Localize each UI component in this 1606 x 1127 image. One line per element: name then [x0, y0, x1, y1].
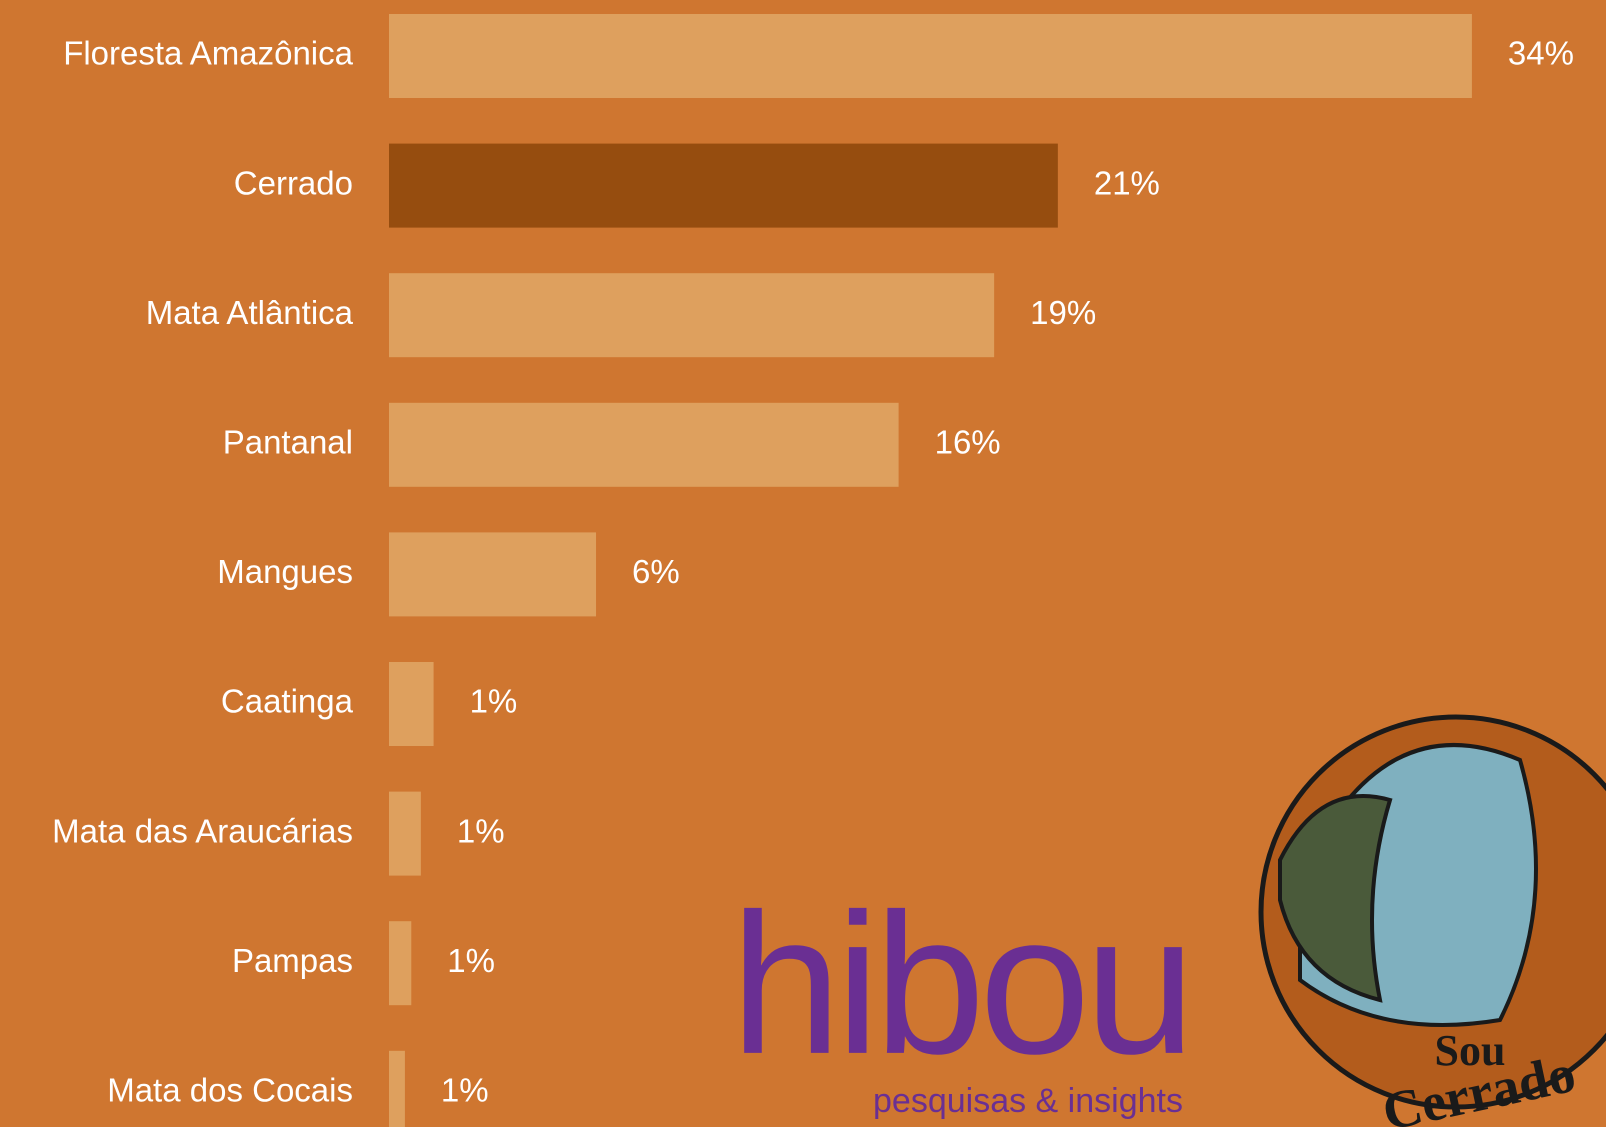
category-label: Pampas [232, 942, 353, 979]
value-label: 16% [935, 424, 1001, 461]
bar [389, 921, 412, 1006]
category-label: Mangues [217, 553, 353, 590]
category-label: Mata Atlântica [146, 294, 354, 331]
bar [389, 1050, 405, 1127]
category-label: Floresta Amazônica [63, 35, 353, 72]
bar [389, 14, 1472, 98]
bar [389, 143, 1058, 228]
value-label: 21% [1094, 164, 1160, 201]
category-label: Mata dos Cocais [107, 1072, 353, 1109]
value-label: 1% [457, 812, 505, 849]
hibou-logo: hibou pesquisas & insights [730, 873, 1195, 1120]
badge: Sou Cerrado [1258, 714, 1606, 1127]
logo-tagline: pesquisas & insights [873, 1082, 1183, 1120]
value-label: 19% [1030, 294, 1096, 331]
value-label: 1% [441, 1072, 489, 1109]
category-label: Pantanal [223, 424, 353, 461]
bar [389, 662, 434, 746]
badge-art [1278, 794, 1393, 1003]
value-label: 34% [1508, 35, 1574, 72]
category-label: Cerrado [234, 164, 353, 201]
value-label: 1% [447, 942, 495, 979]
value-label: 1% [470, 683, 518, 720]
bar [389, 402, 899, 487]
logo-name: hibou [730, 873, 1189, 1096]
bar [389, 532, 597, 617]
category-label: Mata das Araucárias [52, 812, 353, 849]
category-label: Caatinga [221, 683, 354, 720]
bar [389, 791, 421, 876]
badge-text: Sou [1435, 1026, 1506, 1075]
value-label: 6% [632, 553, 680, 590]
bar [389, 273, 995, 358]
